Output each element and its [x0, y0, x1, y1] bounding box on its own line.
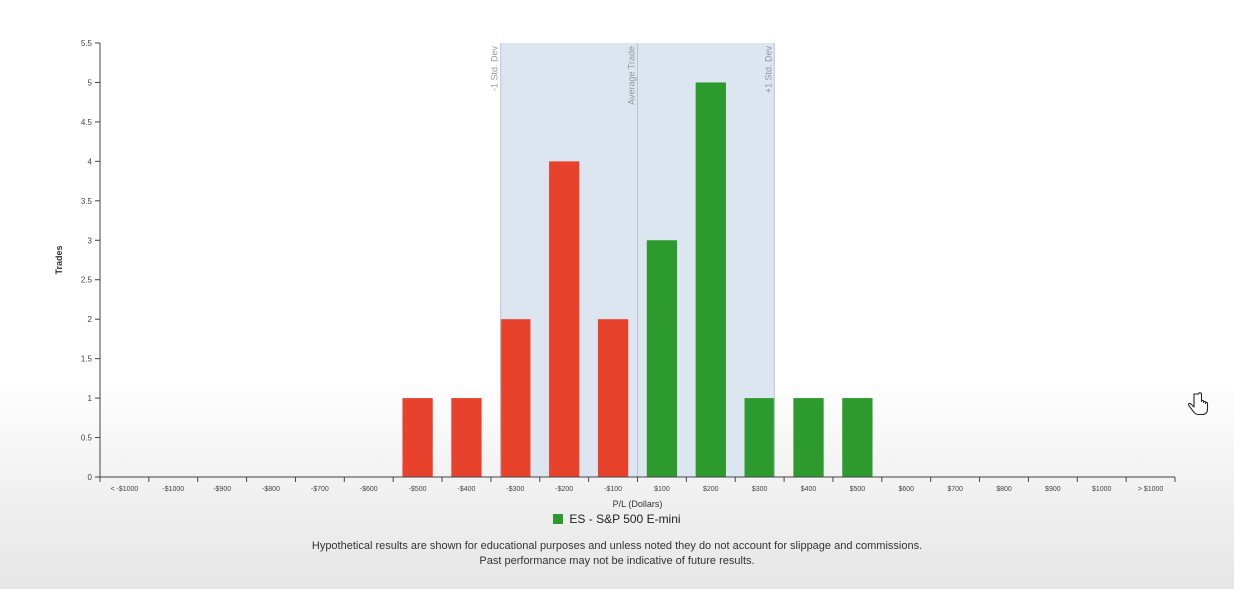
bar-100 — [646, 240, 678, 477]
hand-cursor-icon — [1187, 392, 1209, 416]
y-tick-label-3: 1.5 — [81, 355, 93, 364]
x-tick-label-4: -$700 — [311, 486, 329, 493]
disclaimer-line-2: Past performance may not be indicative o… — [479, 555, 755, 567]
chart-svg: -1 Std. Dev Average Trade +1 Std. Dev 0 0.5 1… — [54, 39, 1176, 509]
y-tick-label-7: 3.5 — [81, 197, 93, 206]
x-tick-label-1: -$1000 — [162, 486, 184, 493]
y-tick-label-0: 0 — [88, 473, 93, 482]
x-tick-label-5: -$600 — [360, 486, 378, 493]
reference-label-2: +1 Std. Dev — [763, 46, 773, 94]
bar-300 — [500, 319, 531, 477]
x-tick-label-17: $700 — [947, 486, 963, 493]
y-tick-label-8: 4 — [88, 157, 93, 166]
y-tick-label-2: 1 — [88, 394, 93, 403]
x-tick-label-18: $800 — [996, 486, 1012, 493]
x-tick-label-12: $200 — [703, 486, 719, 493]
x-tick-label-21: > $1000 — [1138, 486, 1164, 493]
reference-label-1: Average Trade — [627, 46, 637, 105]
x-tick-label-14: $400 — [801, 486, 817, 493]
x-tick-label-20: $1000 — [1092, 486, 1112, 493]
y-axis-title: Trades — [54, 245, 64, 274]
y-tick-label-10: 5 — [88, 78, 93, 87]
bar-500 — [402, 398, 433, 477]
bar-400 — [451, 398, 482, 477]
y-tick-label-11: 5.5 — [81, 39, 93, 48]
y-tick-label-1: 0.5 — [81, 434, 93, 443]
disclaimer-line-1: Hypothetical results are shown for educa… — [311, 540, 923, 552]
x-tick-label-3: -$800 — [262, 486, 280, 493]
x-tick-label-9: -$200 — [555, 486, 573, 493]
bar-200 — [549, 161, 580, 477]
x-tick-label-19: $900 — [1045, 486, 1061, 493]
y-tick-label-5: 2.5 — [81, 276, 93, 285]
x-tick-label-13: $300 — [752, 486, 768, 493]
chart-legend[interactable]: ES - S&P 500 E-mini — [0, 512, 1234, 526]
x-tick-label-7: -$400 — [458, 486, 476, 493]
reference-label-0: -1 Std. Dev — [490, 46, 500, 92]
x-axis-title: P/L (Dollars) — [613, 499, 663, 509]
x-tick-label-8: -$300 — [506, 486, 524, 493]
bar-200 — [695, 82, 726, 478]
disclaimer: Hypothetical results are shown for educa… — [0, 539, 1234, 569]
x-tick-label-0: < -$1000 — [111, 486, 139, 493]
bar-400 — [793, 398, 824, 477]
y-tick-label-6: 3 — [88, 236, 93, 245]
y-tick-label-9: 4.5 — [81, 118, 93, 127]
bar-500 — [842, 398, 873, 477]
y-tick-label-4: 2 — [88, 315, 93, 324]
x-tick-label-15: $500 — [850, 486, 866, 493]
legend-swatch — [553, 514, 564, 524]
bar-300 — [744, 398, 775, 477]
x-tick-label-6: -$500 — [409, 486, 427, 493]
x-tick-label-2: -$900 — [213, 486, 231, 493]
histogram-chart: -1 Std. Dev Average Trade +1 Std. Dev 0 0.5 1… — [54, 39, 1176, 509]
legend-label: ES - S&P 500 E-mini — [569, 512, 681, 526]
x-tick-label-10: -$100 — [604, 486, 622, 493]
x-tick-label-11: $100 — [654, 486, 670, 493]
x-tick-label-16: $600 — [898, 486, 914, 493]
bar-100 — [597, 319, 629, 477]
